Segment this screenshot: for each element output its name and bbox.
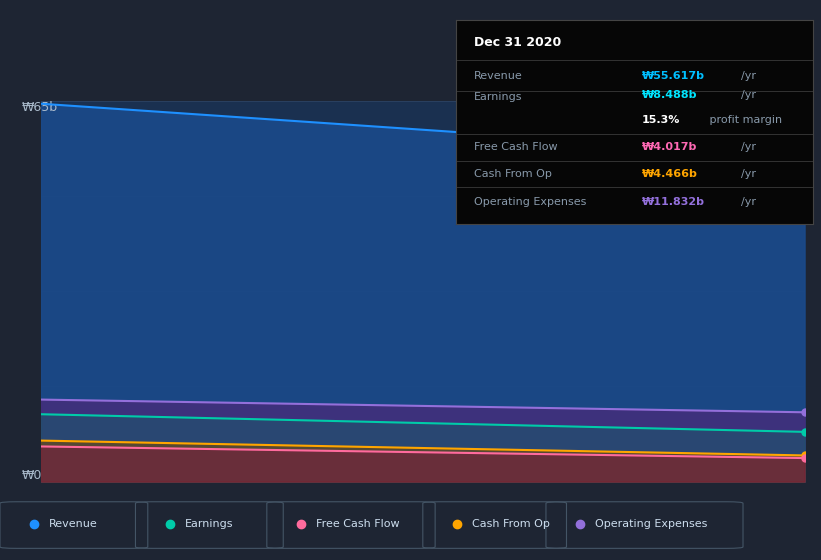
Text: Earnings: Earnings	[185, 519, 233, 529]
Text: profit margin: profit margin	[706, 115, 782, 125]
Text: /yr: /yr	[741, 90, 756, 100]
Text: /yr: /yr	[741, 71, 756, 81]
Text: Revenue: Revenue	[49, 519, 98, 529]
Text: /yr: /yr	[741, 142, 756, 152]
Text: Operating Expenses: Operating Expenses	[595, 519, 708, 529]
Text: ₩11.832b: ₩11.832b	[641, 197, 704, 207]
Text: Cash From Op: Cash From Op	[472, 519, 550, 529]
Text: 15.3%: 15.3%	[641, 115, 680, 125]
Text: Dec 31 2020: Dec 31 2020	[474, 36, 561, 49]
Text: /yr: /yr	[741, 197, 756, 207]
Text: Free Cash Flow: Free Cash Flow	[474, 142, 557, 152]
Text: Operating Expenses: Operating Expenses	[474, 197, 586, 207]
Text: /yr: /yr	[741, 169, 756, 179]
Text: ₩65b: ₩65b	[22, 101, 58, 114]
Text: ₩4.017b: ₩4.017b	[641, 142, 697, 152]
Text: ₩8.488b: ₩8.488b	[641, 90, 697, 100]
Text: Cash From Op: Cash From Op	[474, 169, 552, 179]
Text: Earnings: Earnings	[474, 92, 522, 102]
Text: Revenue: Revenue	[474, 71, 522, 81]
Text: ₩55.617b: ₩55.617b	[641, 71, 704, 81]
Text: ₩0: ₩0	[22, 469, 43, 482]
Text: ₩4.466b: ₩4.466b	[641, 169, 697, 179]
Text: Free Cash Flow: Free Cash Flow	[316, 519, 400, 529]
